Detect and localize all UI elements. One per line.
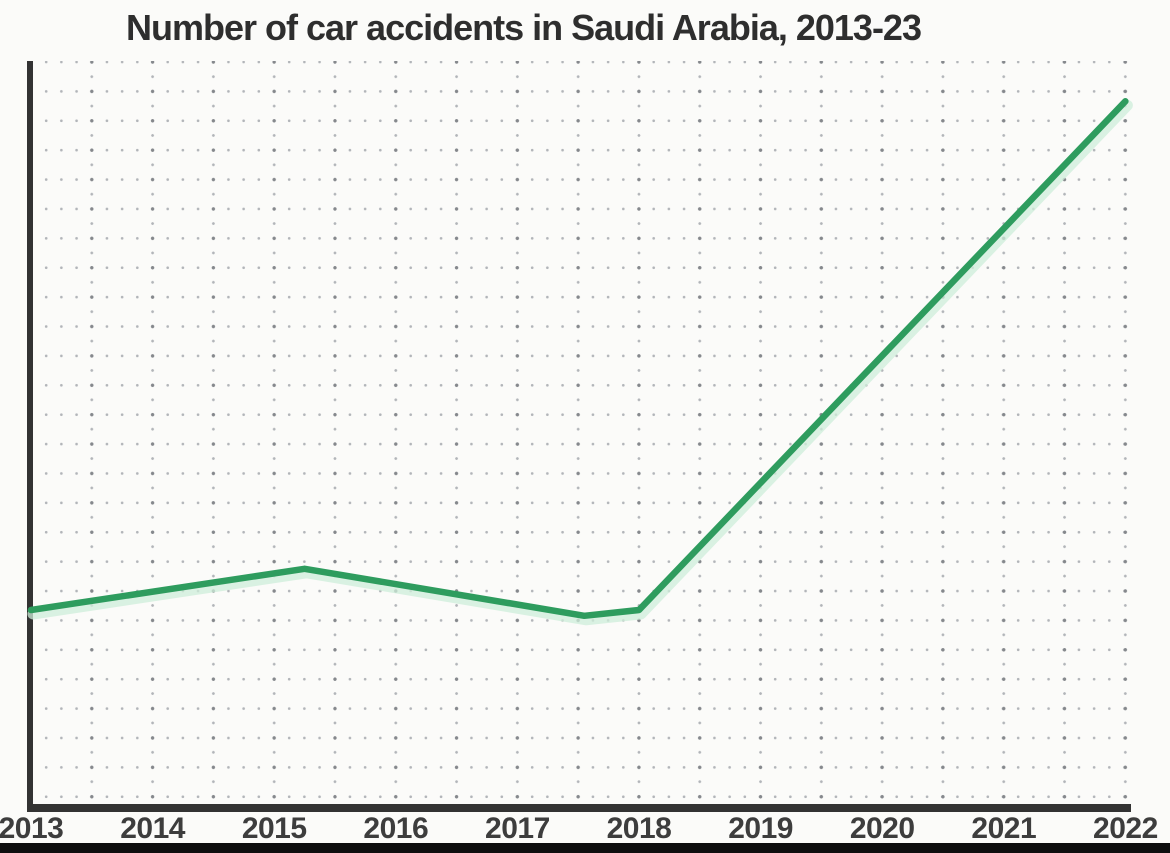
chart-title: Number of car accidents in Saudi Arabia,… <box>126 7 922 48</box>
x-tick-label: 2021 <box>971 812 1037 845</box>
x-tick-label: 2018 <box>606 812 672 845</box>
x-tick-label: 2022 <box>1093 812 1158 845</box>
x-tick-label: 2013 <box>0 812 64 845</box>
x-tick-label: 2015 <box>241 812 307 845</box>
bottom-black-bar <box>0 843 1170 853</box>
x-tick-label: 2019 <box>728 812 793 845</box>
x-axis-line <box>27 804 1131 812</box>
x-tick-label: 2017 <box>485 812 550 845</box>
x-tick-label: 2014 <box>120 812 185 845</box>
x-tick-label: 2016 <box>363 812 429 845</box>
x-tick-label: 2020 <box>849 812 915 845</box>
